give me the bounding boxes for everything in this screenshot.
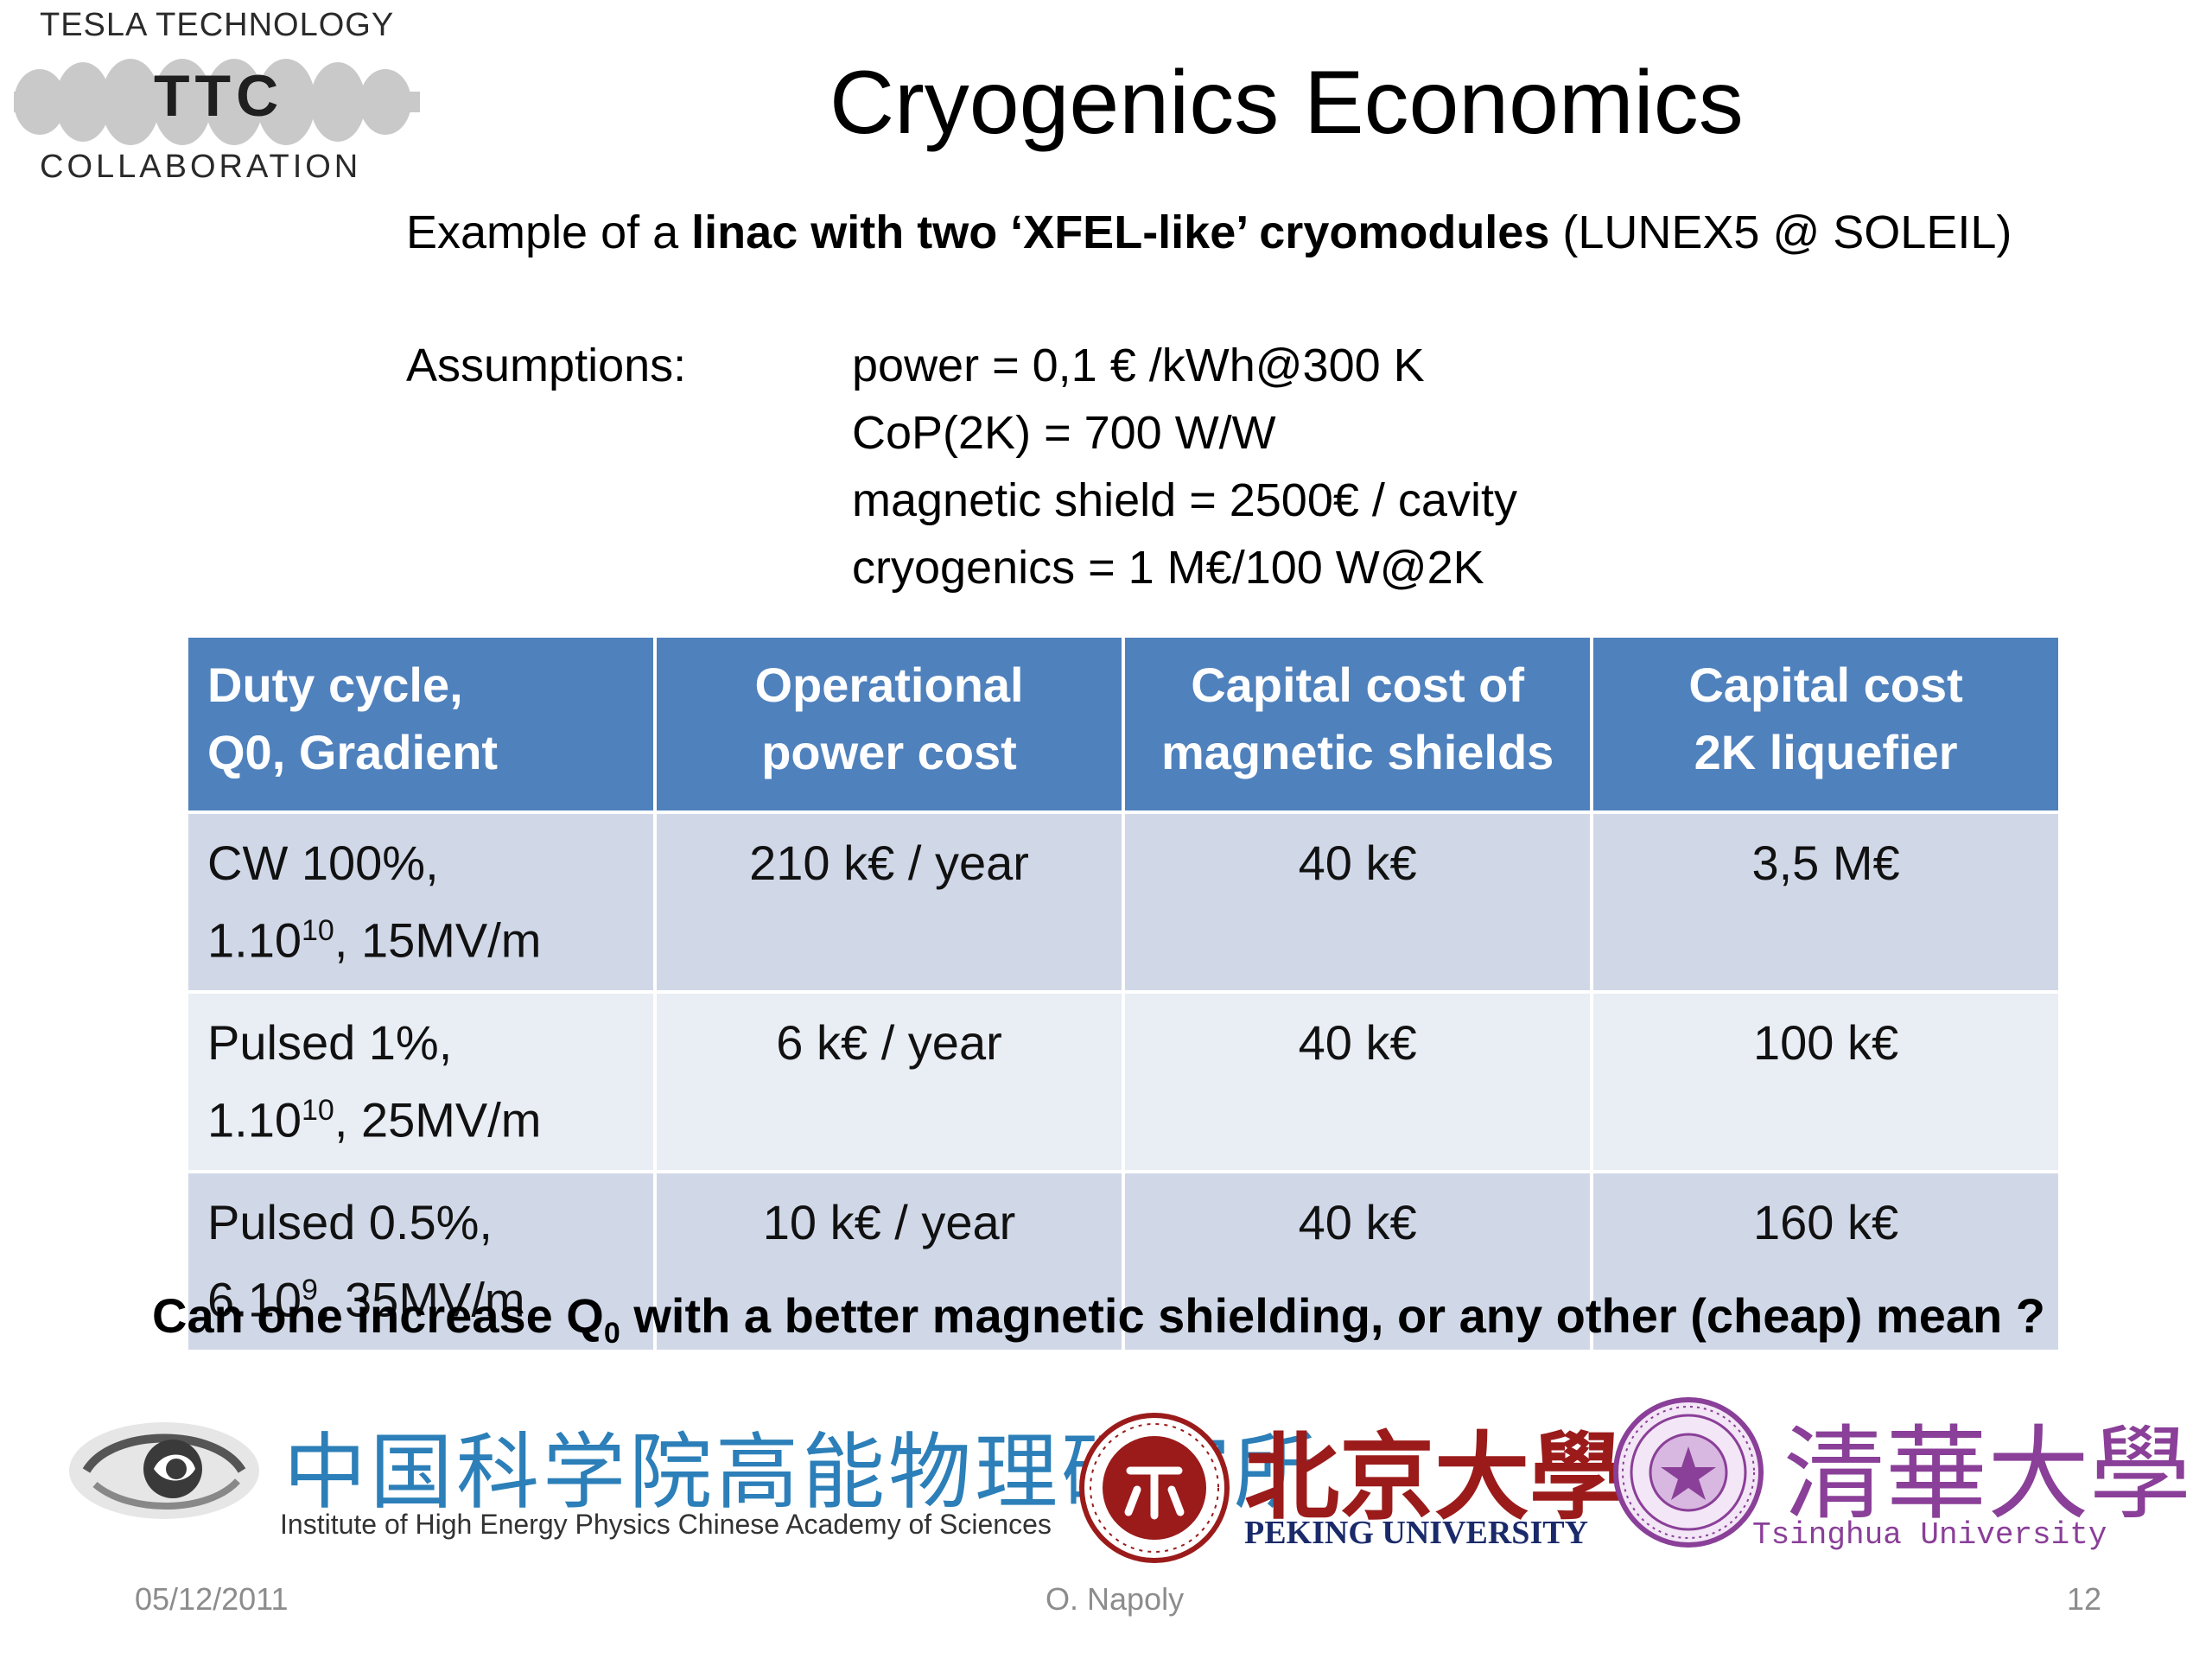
tsinghua-seal-icon [1613, 1397, 1764, 1548]
q0-exponent: 10 [302, 914, 334, 947]
cell-liquefier-cost: 3,5 M€ [1590, 810, 2062, 994]
assumption-power: power = 0,1 € /kWh@300 K [852, 340, 1425, 391]
duty-line: CW 100%, [207, 836, 439, 890]
table-row: Pulsed 0.5%, 6.109, 35MV/m 10 k€ / year 4… [185, 1170, 2062, 1353]
footer-author: O. Napoly [1046, 1581, 1185, 1617]
cell-duty-cycle: Pulsed 1%, 1.1010, 25MV/m [185, 990, 657, 1173]
footer-page-number: 12 [2067, 1581, 2102, 1617]
header-line: Capital cost of [1191, 658, 1525, 712]
table-row: Pulsed 1%, 1.1010, 25MV/m 6 k€ / year 40 … [185, 990, 2062, 1173]
ihep-swirl-icon [69, 1422, 259, 1519]
question-subscript: 0 [603, 1317, 620, 1351]
cell-shield-cost: 40 k€ [1122, 990, 1594, 1173]
slide-subtitle: Example of a linac with two ‘XFEL-like’ … [406, 206, 2012, 259]
header-line: Capital cost [1688, 658, 1963, 712]
cell-liquefier-cost: 160 k€ [1590, 1170, 2062, 1353]
pku-chinese-name: 北京大學 [1244, 1421, 1624, 1533]
duty-line: Pulsed 1%, [207, 1015, 453, 1070]
ttc-wave-graphic [14, 59, 420, 145]
q0-base: 6.10 [207, 1272, 302, 1327]
duty-line: Pulsed 0.5%, [207, 1195, 493, 1249]
cost-table: Duty cycle, Q0, Gradient Operational power… [185, 634, 2062, 1353]
assumptions-label: Assumptions: [406, 340, 687, 391]
header-line: Duty cycle, [207, 658, 463, 712]
pku-seal-icon [1079, 1413, 1230, 1563]
closing-question: Can one increase Q0 with a better magnet… [152, 1287, 2045, 1351]
table-row: CW 100%, 1.1010, 15MV/m 210 k€ / year 40 … [185, 810, 2062, 994]
cell-duty-cycle: CW 100%, 1.1010, 15MV/m [185, 810, 657, 994]
logo-top-text: TESLA TECHNOLOGY [40, 7, 395, 43]
cell-shield-cost: 40 k€ [1122, 1170, 1594, 1353]
table-header-row: Duty cycle, Q0, Gradient Operational power… [185, 634, 2062, 814]
header-line: power cost [761, 725, 1017, 779]
cell-power-cost: 210 k€ / year [652, 810, 1126, 994]
question-part: with a better magnetic shielding, or any… [620, 1288, 2045, 1343]
slide-title: Cryogenics Economics [830, 53, 1744, 153]
subtitle-suffix: (LUNEX5 @ SOLEIL) [1549, 207, 2012, 258]
q0-base: 1.10 [207, 912, 302, 968]
header-duty-cycle: Duty cycle, Q0, Gradient [185, 634, 657, 814]
cell-duty-cycle: Pulsed 0.5%, 6.109, 35MV/m [185, 1170, 657, 1353]
header-line: 2K liquefier [1694, 725, 1958, 779]
logo-bottom-text: COLLABORATION [40, 149, 362, 185]
header-line: Operational [754, 658, 1024, 712]
assumption-magnetic-shield: magnetic shield = 2500€ / cavity [852, 474, 1517, 526]
tsinghua-english-name: Tsinghua University [1752, 1517, 2107, 1553]
header-operational-power-cost: Operational power cost [652, 634, 1126, 814]
gradient: , 15MV/m [334, 912, 542, 968]
cell-liquefier-cost: 100 k€ [1590, 990, 2062, 1173]
assumption-cop: CoP(2K) = 700 W/W [852, 407, 1276, 459]
q0-exponent: 10 [302, 1094, 334, 1127]
assumption-cryogenics: cryogenics = 1 M€/100 W@2K [852, 542, 1484, 594]
header-magnetic-shields-cost: Capital cost of magnetic shields [1122, 634, 1594, 814]
question-part: Can one increase Q [152, 1288, 604, 1343]
cell-shield-cost: 40 k€ [1122, 810, 1594, 994]
ihep-english-name: Institute of High Energy Physics Chinese… [280, 1509, 1052, 1540]
cell-power-cost: 6 k€ / year [652, 990, 1126, 1173]
logo-ttc-mark: TTC [154, 63, 284, 129]
q0-base: 1.10 [207, 1092, 302, 1147]
ttc-logo: TESLA TECHNOLOGY TTC COLLABORATION [5, 5, 420, 187]
header-line: magnetic shields [1160, 725, 1554, 779]
cell-power-cost: 10 k€ / year [652, 1170, 1126, 1353]
subtitle-prefix: Example of a [406, 207, 692, 258]
header-liquefier-cost: Capital cost 2K liquefier [1590, 634, 2062, 814]
footer-date: 05/12/2011 [135, 1581, 289, 1617]
pku-english-name: PEKING UNIVERSITY [1244, 1515, 1589, 1551]
subtitle-bold: linac with two ‘XFEL-like’ cryomodules [691, 207, 1550, 258]
q0-exponent: 9 [302, 1274, 318, 1306]
gradient: , 35MV/m [317, 1272, 525, 1327]
header-line: Q0, Gradient [207, 725, 499, 779]
tsinghua-chinese-name: 清華大學 [1783, 1414, 2192, 1534]
gradient: , 25MV/m [334, 1092, 542, 1147]
